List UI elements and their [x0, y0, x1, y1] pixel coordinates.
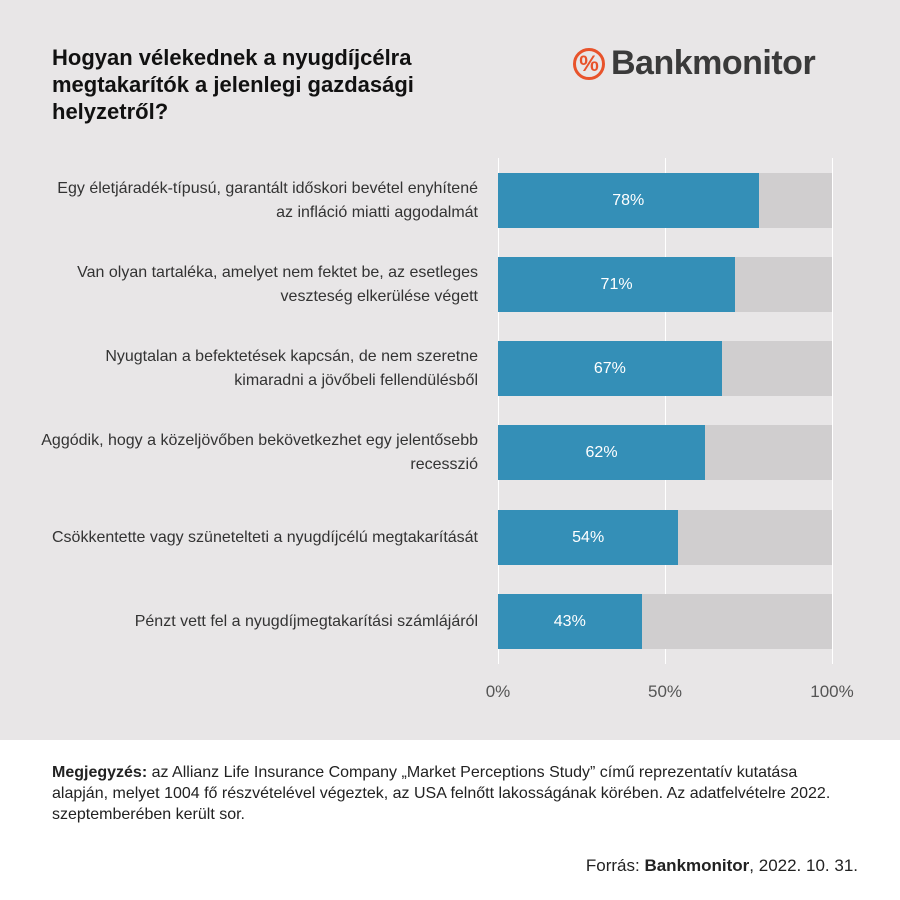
- gridline: [498, 158, 499, 664]
- bar: [498, 173, 759, 228]
- bar: [498, 341, 722, 396]
- bar-value-label: 43%: [553, 612, 586, 630]
- bankmonitor-logo: % Bankmonitor: [573, 44, 816, 83]
- source-label: Forrás:: [585, 856, 645, 875]
- bar-value-label: 67%: [593, 359, 626, 377]
- bar-remainder: 54%: [498, 510, 832, 565]
- category-label: Van olyan tartaléka, amelyet nem fektet …: [77, 263, 478, 305]
- gridline: [665, 158, 666, 664]
- logo-text: Bankmonitor: [611, 44, 816, 82]
- bar-remainder: 62%: [498, 425, 832, 480]
- bar: [498, 425, 706, 480]
- bar: [498, 257, 736, 312]
- footnote: Megjegyzés: az Allianz Life Insurance Co…: [52, 762, 832, 825]
- bar: [498, 510, 679, 565]
- x-tick-label: 0%: [485, 682, 511, 701]
- category-label: Nyugtalan a befektetések kapcsán, de nem…: [105, 347, 478, 389]
- category-label: Egy életjáradék-típusú, garantált idősko…: [57, 179, 478, 221]
- source-date: , 2022. 10. 31.: [749, 856, 858, 875]
- bar-value-label: 62%: [585, 443, 618, 461]
- bar-value-label: 71%: [600, 275, 633, 293]
- note-text: az Allianz Life Insurance Company „Marke…: [52, 764, 831, 823]
- gridline: [832, 158, 833, 664]
- bar-remainder: 43%: [498, 594, 832, 649]
- x-tick-label: 100%: [810, 682, 854, 701]
- category-label: Aggódik, hogy a közeljövőben bekövetkezh…: [41, 431, 478, 473]
- category-label: Pénzt vett fel a nyugdíjmegtakarítási sz…: [134, 612, 478, 630]
- bar: [498, 594, 642, 649]
- bar-remainder: 67%: [498, 341, 832, 396]
- bar-value-label: 78%: [612, 191, 645, 209]
- source: Forrás: Bankmonitor, 2022. 10. 31.: [586, 856, 858, 876]
- percent-icon: %: [573, 47, 605, 80]
- category-label: Csökkentette vagy szünetelteti a nyugdíj…: [51, 528, 478, 546]
- bar-remainder: 78%: [498, 173, 832, 228]
- chart-title: Hogyan vélekednek a nyugdíjcélra megtaka…: [52, 45, 414, 124]
- note-label: Megjegyzés:: [52, 764, 148, 781]
- bar-value-label: 54%: [572, 528, 605, 546]
- x-tick-label: 50%: [647, 682, 683, 701]
- source-name: Bankmonitor: [644, 856, 750, 875]
- bar-remainder: 71%: [498, 257, 832, 312]
